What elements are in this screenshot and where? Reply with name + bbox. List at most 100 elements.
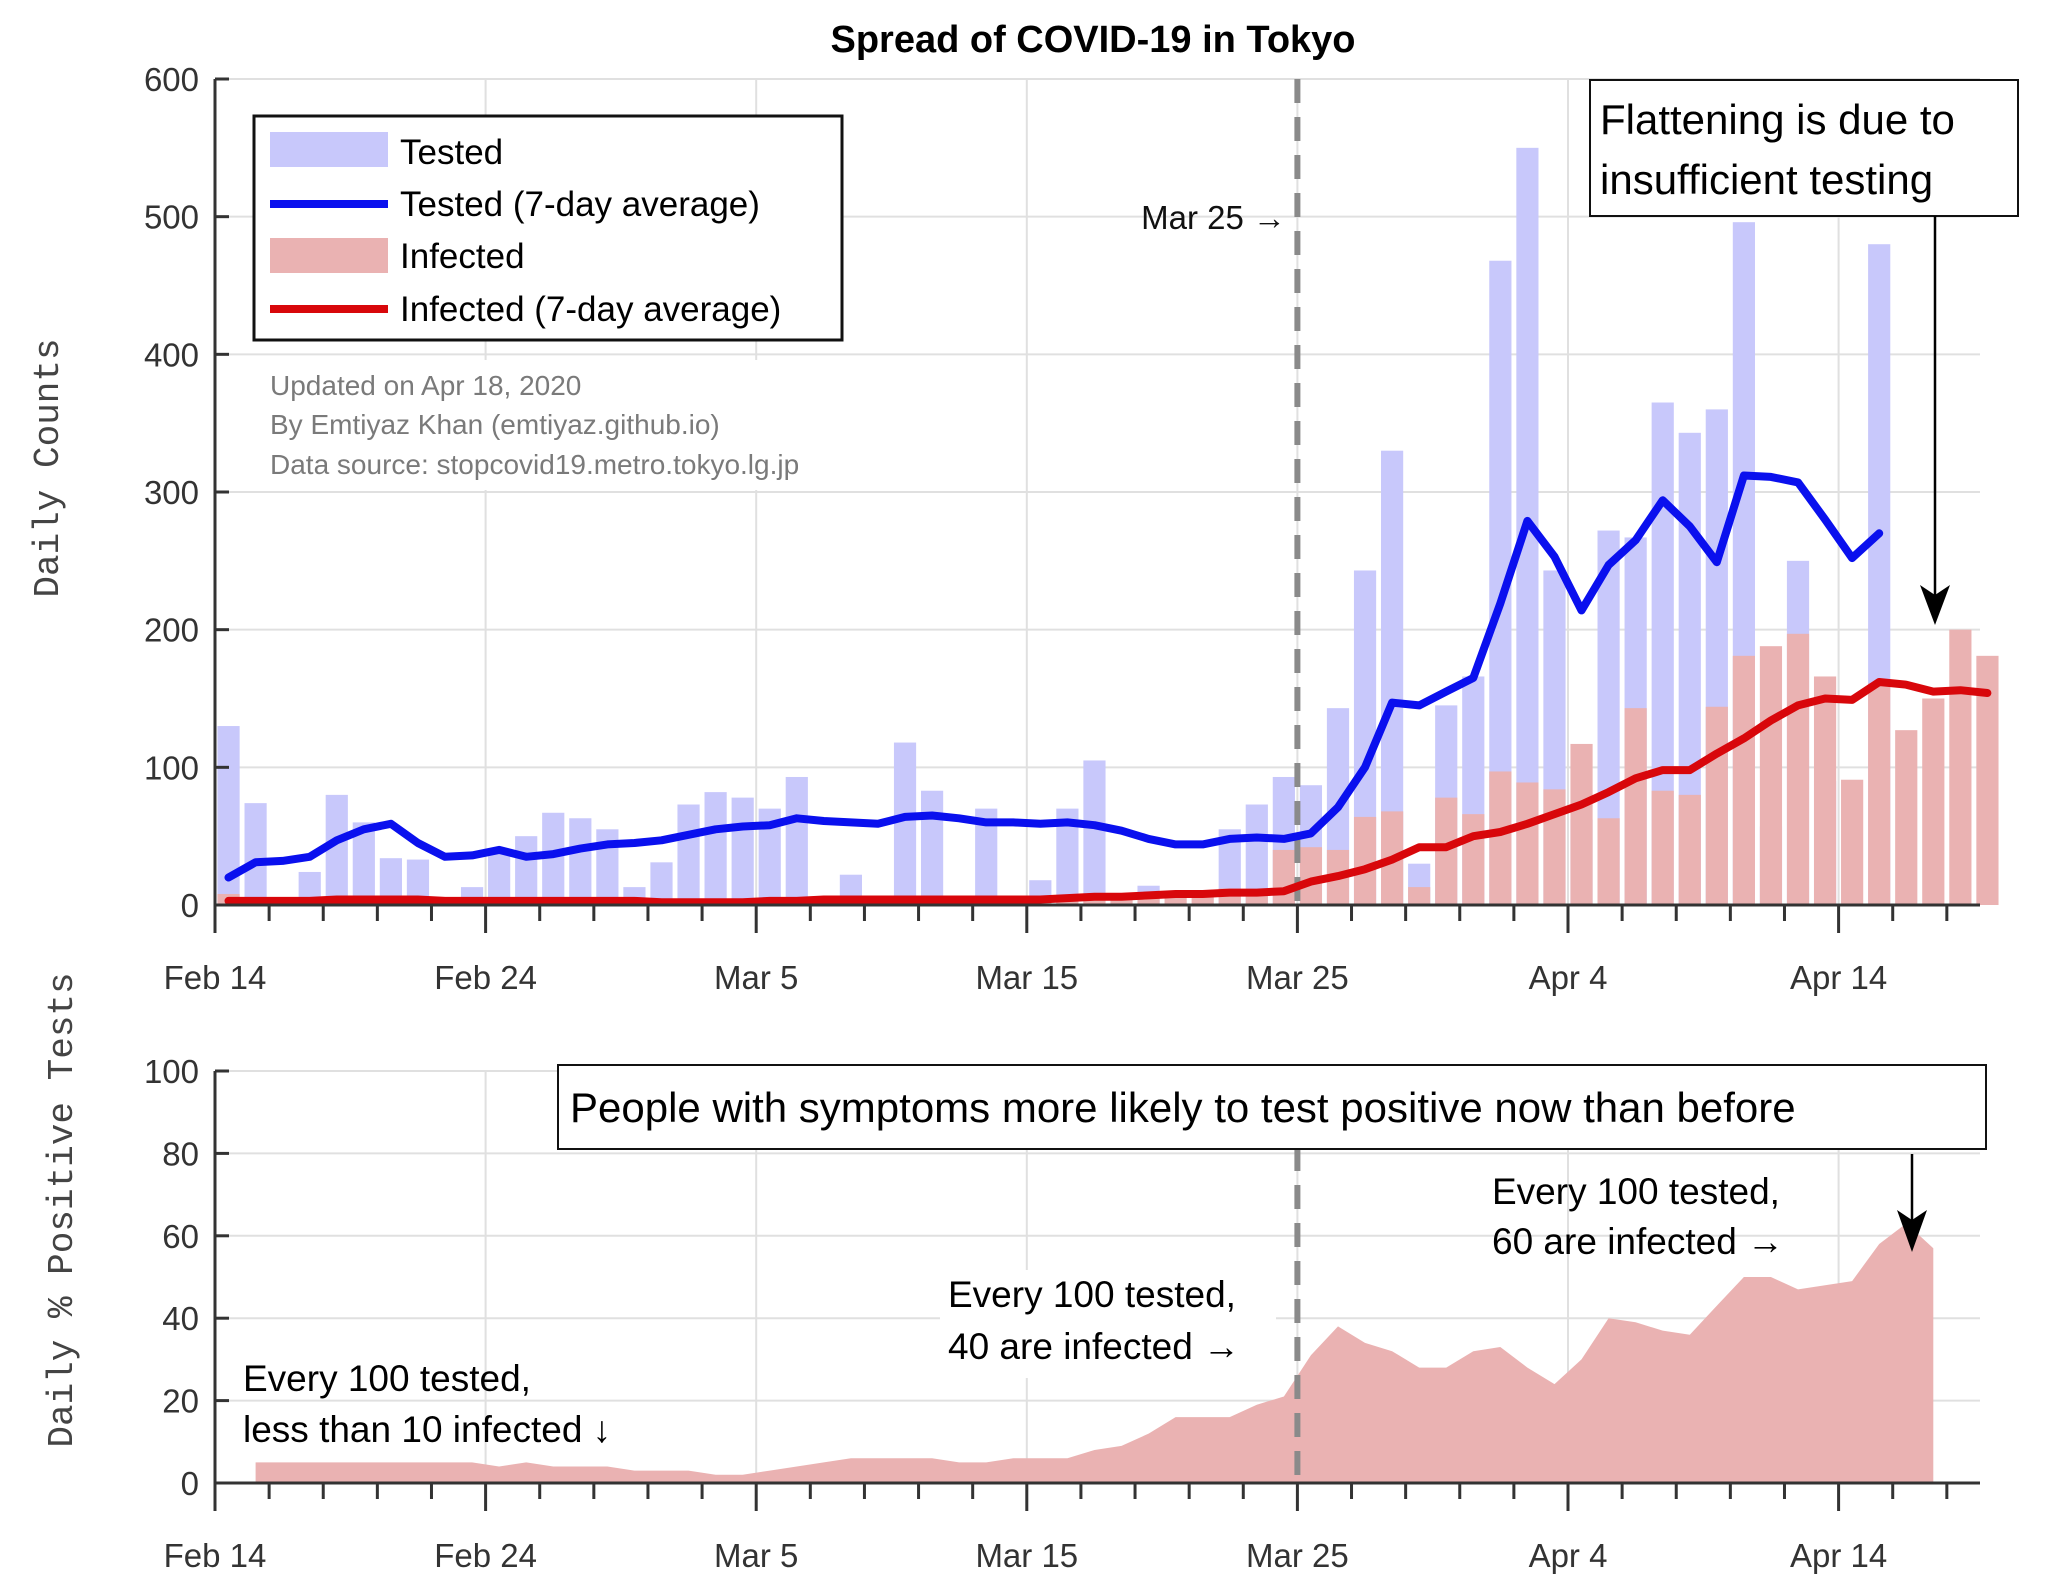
x-tick-label: Apr 4 — [1529, 1537, 1608, 1574]
bottom-x-tick-labels: Feb 14 Feb 24 Mar 5 Mar 15 Mar 25 Apr 4 Apr 14 — [164, 1537, 1888, 1574]
bottom-y-tick-labels: 0 20 40 60 80 100 — [144, 1053, 199, 1502]
infected-bar — [1164, 895, 1187, 905]
tested-bar — [1489, 260, 1512, 906]
symptoms-arrow-head — [1897, 1210, 1927, 1252]
annotation-10: Every 100 tested, less than 10 infected … — [243, 1358, 611, 1450]
infected-bar — [1868, 683, 1891, 905]
top-x-tick-labels: Feb 14 Feb 24 Mar 5 Mar 15 Mar 25 Apr 4 Apr 14 — [164, 959, 1888, 996]
tested-bar — [217, 726, 240, 905]
infected-7day-average-line — [224, 678, 1992, 907]
bottom-y-axis-label: Daily % Positive Tests — [42, 972, 83, 1447]
infected-bar — [1137, 893, 1160, 905]
tested-bar — [244, 803, 267, 905]
positive-rate-area — [255, 1223, 1934, 1483]
x-tick-label: Mar 25 — [1246, 959, 1349, 996]
tested-bar — [515, 836, 538, 905]
infected-bar — [1759, 646, 1783, 905]
flattening-text-line1: Flattening is due to — [1600, 96, 1955, 143]
annotation-60: Every 100 tested, 60 are infected → — [1492, 1171, 1784, 1262]
infected-bar — [1408, 887, 1431, 905]
bottom-panel: 0 20 40 60 80 100 Feb 14 Feb 24 Mar 5 Mar 15 Mar … — [42, 972, 1987, 1574]
legend-swatch-tested — [270, 132, 388, 167]
tested-bar — [1245, 804, 1268, 905]
infected-bar — [1949, 629, 1972, 905]
x-tick-label: Apr 14 — [1790, 959, 1887, 996]
y-tick-label: 300 — [144, 474, 199, 511]
tested-bar — [379, 858, 402, 905]
tested-bar — [569, 818, 592, 905]
tested-bar — [1651, 402, 1674, 905]
tested-bar — [1597, 530, 1620, 905]
infected-bar — [1732, 655, 1755, 905]
tested-bar — [920, 790, 944, 905]
x-tick-label: Feb 14 — [164, 1537, 267, 1574]
infected-bar — [1516, 782, 1539, 905]
infected-bar — [1543, 789, 1566, 905]
infected-bar — [1489, 771, 1512, 905]
tested-bar — [406, 859, 430, 905]
credit-updated: Updated on Apr 18, 2020 — [270, 370, 581, 401]
flattening-annotation: Flattening is due to insufficient testin… — [1589, 79, 2019, 625]
legend-label-tested-avg: Tested (7-day average) — [400, 185, 760, 224]
infected-bar — [1435, 797, 1458, 905]
y-tick-label: 100 — [144, 749, 199, 786]
tested-bar — [650, 862, 673, 905]
y-tick-label: 200 — [144, 612, 199, 649]
annotation-60-line1: Every 100 tested, — [1492, 1171, 1780, 1212]
x-tick-label: Mar 5 — [714, 1537, 798, 1574]
legend-label-infected-avg: Infected (7-day average) — [400, 290, 781, 329]
mar25-annotation: Mar 25 → — [1141, 199, 1286, 236]
infected-bar — [1624, 708, 1647, 905]
tested-7day-average-line — [224, 471, 1884, 882]
y-tick-label: 400 — [144, 336, 199, 373]
x-tick-label: Feb 24 — [434, 1537, 537, 1574]
infected-bar — [1841, 779, 1864, 905]
annotation-40: Every 100 tested, 40 are infected → — [940, 1270, 1276, 1378]
flattening-arrow-head — [1920, 585, 1950, 625]
x-tick-label: Mar 15 — [975, 959, 1078, 996]
tested-bar — [488, 849, 511, 905]
infected-bar — [1813, 676, 1837, 905]
x-tick-label: Mar 15 — [975, 1537, 1078, 1574]
infected-bar — [1299, 847, 1323, 905]
chart-title: Spread of COVID-19 in Tokyo — [830, 19, 1355, 61]
symptoms-annotation: People with symptoms more likely to test… — [557, 1064, 1987, 1252]
tested-bar — [325, 794, 348, 905]
legend-label-infected: Infected — [400, 237, 525, 276]
tested-bar — [1381, 450, 1404, 905]
legend: Tested Tested (7-day average) Infected I… — [252, 114, 844, 342]
tested-bar — [975, 808, 998, 905]
credits: Updated on Apr 18, 2020 By Emtiyaz Khan … — [258, 360, 892, 490]
infected-bar — [1272, 849, 1295, 905]
infected-bar — [1678, 794, 1701, 905]
infected-bar — [1597, 818, 1620, 905]
annotation-40-line1: Every 100 tested, — [948, 1274, 1236, 1315]
top-y-tick-labels: 0 100 200 300 400 500 600 — [144, 61, 199, 924]
x-tick-label: Apr 14 — [1790, 1537, 1887, 1574]
annotation-40-line2: 40 are infected → — [948, 1326, 1240, 1367]
infected-bar — [1353, 816, 1377, 905]
tested-bar — [731, 797, 754, 905]
credit-author: By Emtiyaz Khan (emtiyaz.github.io) — [270, 409, 720, 440]
symptoms-box — [557, 1064, 1987, 1150]
x-tick-label: Mar 25 — [1246, 1537, 1349, 1574]
x-tick-label: Feb 14 — [164, 959, 267, 996]
tested-bar — [785, 776, 808, 905]
infected-bar — [1895, 730, 1918, 905]
flattening-box — [1589, 79, 2019, 217]
y-tick-label: 500 — [144, 199, 199, 236]
top-panel: 0 100 200 300 400 500 600 Feb 14 Feb 24 Mar 5 Mar… — [28, 61, 2019, 996]
annotation-40-background — [940, 1270, 1276, 1378]
legend-label-tested: Tested — [400, 133, 503, 172]
credit-source: Data source: stopcovid19.metro.tokyo.lg.… — [270, 449, 799, 480]
infected-bar — [1570, 743, 1593, 905]
y-tick-label: 0 — [181, 887, 199, 924]
credits-background — [258, 360, 892, 490]
infected-bar — [1786, 633, 1810, 905]
symptoms-text: People with symptoms more likely to test… — [570, 1084, 1796, 1131]
infected-bar — [1705, 706, 1728, 905]
y-tick-label: 60 — [162, 1218, 199, 1255]
tested-bar — [1083, 760, 1106, 905]
y-tick-label: 20 — [162, 1383, 199, 1420]
